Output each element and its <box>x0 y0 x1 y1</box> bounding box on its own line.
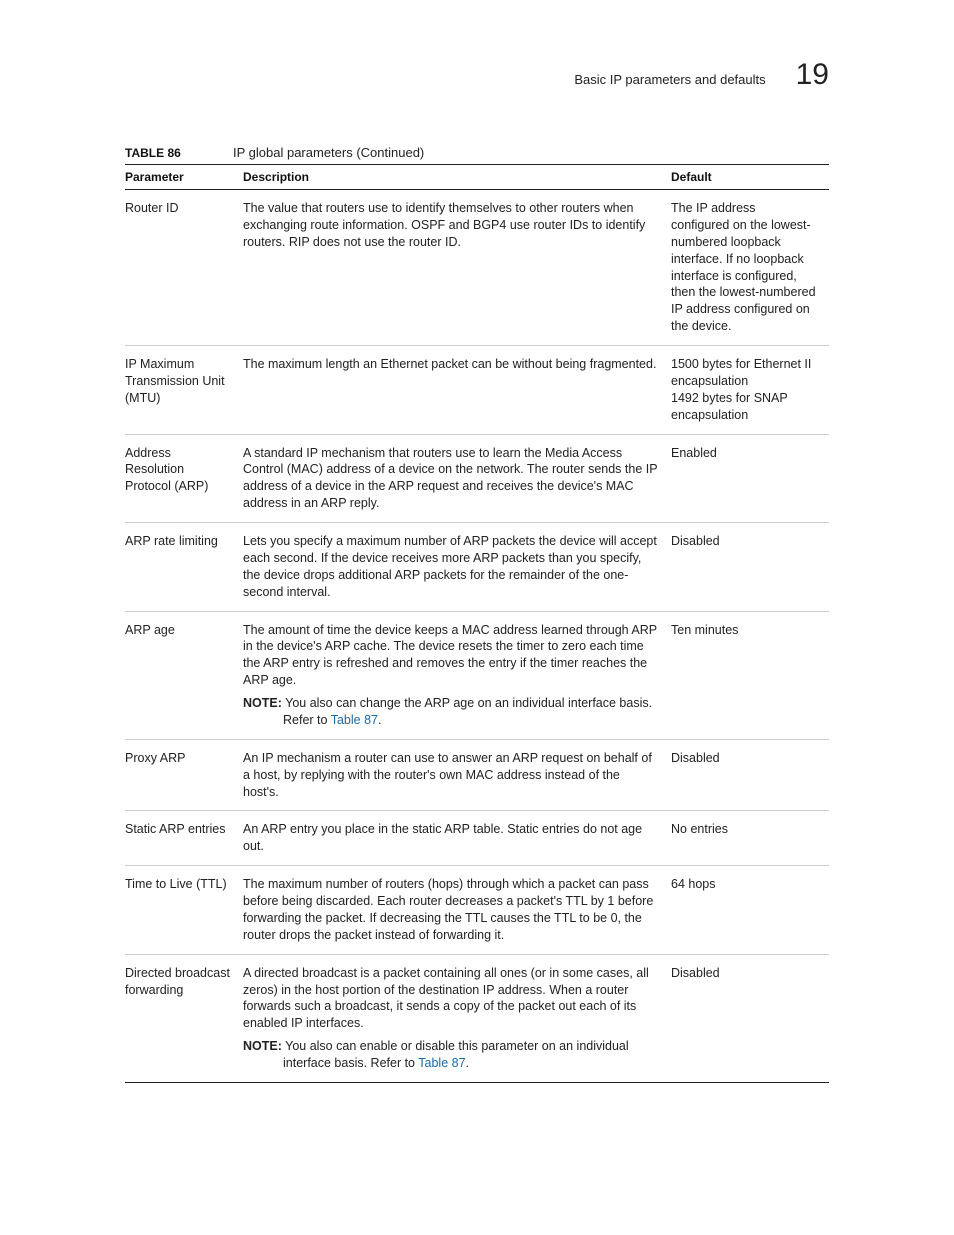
cell-description: The amount of time the device keeps a MA… <box>243 611 671 739</box>
cell-description: The maximum number of routers (hops) thr… <box>243 866 671 955</box>
table-row: Router ID The value that routers use to … <box>125 190 829 346</box>
cell-default: 64 hops <box>671 866 829 955</box>
cell-description: Lets you specify a maximum number of ARP… <box>243 523 671 612</box>
col-header-parameter: Parameter <box>125 165 243 190</box>
cell-description: The value that routers use to identify t… <box>243 190 671 346</box>
cell-description: A standard IP mechanism that routers use… <box>243 434 671 523</box>
table-label: TABLE 86 <box>125 146 233 160</box>
chapter-number: 19 <box>796 60 829 90</box>
cell-default: Disabled <box>671 739 829 811</box>
cell-default: No entries <box>671 811 829 866</box>
note-text-b: . <box>378 713 381 727</box>
col-header-description: Description <box>243 165 671 190</box>
cell-default: Ten minutes <box>671 611 829 739</box>
note-text-b: . <box>466 1056 469 1070</box>
cell-description: An IP mechanism a router can use to answ… <box>243 739 671 811</box>
cell-parameter: Address Resolution Protocol (ARP) <box>125 434 243 523</box>
cell-description: The maximum length an Ethernet packet ca… <box>243 346 671 435</box>
note-block: NOTE: You also can change the ARP age on… <box>243 695 659 729</box>
table-row: ARP age The amount of time the device ke… <box>125 611 829 739</box>
cell-parameter: Time to Live (TTL) <box>125 866 243 955</box>
note-block: NOTE: You also can enable or disable thi… <box>243 1038 659 1072</box>
table-title: IP global parameters (Continued) <box>233 145 424 160</box>
table-87-link[interactable]: Table 87 <box>418 1056 465 1070</box>
note-label: NOTE: <box>243 1039 282 1053</box>
cell-parameter: Directed broadcast forwarding <box>125 954 243 1082</box>
header-title: Basic IP parameters and defaults <box>574 72 765 87</box>
col-header-default: Default <box>671 165 829 190</box>
cell-default: The IP address configured on the lowest-… <box>671 190 829 346</box>
cell-default: Enabled <box>671 434 829 523</box>
cell-default: 1500 bytes for Ethernet II encapsulation… <box>671 346 829 435</box>
cell-default: Disabled <box>671 523 829 612</box>
desc-text: The amount of time the device keeps a MA… <box>243 623 657 688</box>
table-header-row: Parameter Description Default <box>125 165 829 190</box>
page: Basic IP parameters and defaults 19 TABL… <box>0 0 954 1163</box>
table-87-link[interactable]: Table 87 <box>331 713 378 727</box>
cell-parameter: Proxy ARP <box>125 739 243 811</box>
cell-parameter: ARP age <box>125 611 243 739</box>
table-row: Static ARP entries An ARP entry you plac… <box>125 811 829 866</box>
cell-parameter: Static ARP entries <box>125 811 243 866</box>
cell-description: A directed broadcast is a packet contain… <box>243 954 671 1082</box>
table-row: Address Resolution Protocol (ARP) A stan… <box>125 434 829 523</box>
note-label: NOTE: <box>243 696 282 710</box>
ip-global-parameters-table: Parameter Description Default Router ID … <box>125 164 829 1083</box>
page-header: Basic IP parameters and defaults 19 <box>125 60 829 90</box>
table-row: ARP rate limiting Lets you specify a max… <box>125 523 829 612</box>
cell-parameter: IP Maximum Transmission Unit (MTU) <box>125 346 243 435</box>
cell-parameter: ARP rate limiting <box>125 523 243 612</box>
cell-default: Disabled <box>671 954 829 1082</box>
table-row: Directed broadcast forwarding A directed… <box>125 954 829 1082</box>
table-caption: TABLE 86 IP global parameters (Continued… <box>125 145 829 160</box>
table-row: Time to Live (TTL) The maximum number of… <box>125 866 829 955</box>
table-row: IP Maximum Transmission Unit (MTU) The m… <box>125 346 829 435</box>
table-row: Proxy ARP An IP mechanism a router can u… <box>125 739 829 811</box>
desc-text: A directed broadcast is a packet contain… <box>243 966 649 1031</box>
cell-description: An ARP entry you place in the static ARP… <box>243 811 671 866</box>
cell-parameter: Router ID <box>125 190 243 346</box>
